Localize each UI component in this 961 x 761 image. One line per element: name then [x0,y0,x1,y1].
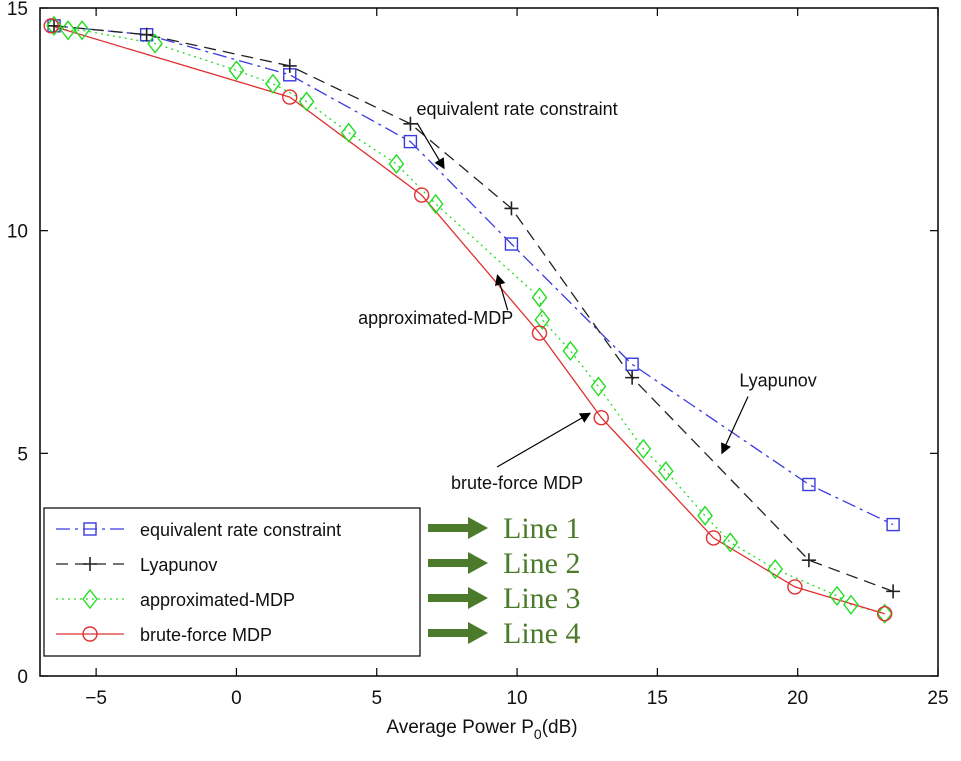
series-line-1 [53,25,894,526]
series-1-point [802,477,816,492]
series-4-point [282,89,298,105]
series-4-point [787,579,803,595]
side-arrow-3 [428,587,488,609]
series-3-point [590,376,607,397]
x-tick-label: 20 [787,688,808,709]
series-line-3 [53,25,885,615]
series-3-point [722,532,739,553]
annotations: equivalent rate constraint approximated-M… [358,99,817,493]
annotation-arrow [416,122,445,170]
x-axis-label: Average Power P0(dB) [386,717,577,742]
series-3-point [60,20,76,41]
series-3-point [388,153,405,175]
legend-label-1: equivalent rate constraint [140,520,341,540]
series-3-point [46,15,62,36]
series-3-point [228,60,245,81]
side-arrow-4 [428,622,488,644]
series-3-point [697,505,713,526]
x-tick-label: 5 [371,688,382,709]
series-2-point [139,27,154,42]
series-4-point [705,530,722,546]
series-3-point [298,91,315,112]
series-2-point [625,370,640,385]
legend-box [43,507,421,657]
series-markers [43,15,901,624]
series-1-point [403,134,418,149]
series-line-4 [51,25,885,615]
series-2-point [801,553,816,568]
series-3-point [767,558,784,580]
series-3-point [829,585,845,606]
series-3-point [74,20,90,41]
series-3-point [427,193,444,215]
annotation-label: brute-force MDP [451,473,583,493]
series-3-point [534,309,551,330]
x-axis-label-subscript: 0 [534,726,542,742]
series-4-point [43,18,59,34]
series-1-point [504,237,519,251]
legend-label-3: approximated-MDP [140,590,295,610]
side-label-2: Line 2 [503,547,580,580]
annotation-arrow [721,396,749,455]
series-4-point [413,187,430,203]
x-tick-label: 10 [506,688,527,709]
legend-marker-1 [83,522,97,536]
series-1-point [625,357,639,371]
series-3-point [265,73,281,94]
legend-marker-3 [82,588,98,610]
series-3-point [635,438,652,460]
y-tick-label: 0 [17,667,28,688]
x-tick-label: 25 [927,688,948,709]
annotation-label: equivalent rate constraint [417,99,618,119]
legend-label-2: Lyapunov [140,555,217,575]
x-tick-label: −5 [85,688,107,709]
side-arrow-2 [428,552,488,574]
legend-marker-4 [82,626,98,642]
series-2-point [886,584,901,599]
side-label-3: Line 3 [503,582,580,615]
y-tick-label: 15 [7,0,28,20]
x-tick-label: 15 [647,688,668,709]
series-3-point [531,287,548,308]
y-tick-label: 10 [7,222,28,243]
side-arrow-1 [428,517,488,539]
series-3-point [562,340,579,362]
series-lines [51,25,894,615]
legend-marker-2 [83,557,97,571]
x-axis-label-unit: (dB) [542,717,578,738]
y-tick-label: 5 [17,444,28,465]
series-3-point [657,461,674,482]
series-4-point [531,325,548,341]
series-line-2 [53,25,894,593]
series-4-point [593,410,609,426]
annotation-arrow [496,412,591,468]
series-1-point [886,517,900,532]
series-3-point [340,122,357,143]
legend-label-4: brute-force MDP [140,625,272,645]
series-3-point [876,603,893,624]
x-tick-label: 0 [231,688,242,709]
legend: equivalent rate constraint Lyapunov approx… [43,507,421,657]
series-2-point [504,201,519,216]
annotation-label: Lyapunov [739,371,816,391]
side-label-1: Line 1 [503,512,580,545]
axis-ticks: −5 0 5 10 15 20 25 0 5 10 15 [7,0,949,709]
series-2-point [403,116,418,131]
series-4-point [876,605,893,622]
series-3-point [843,594,859,615]
series-3-point [147,33,163,54]
annotation-label: approximated-MDP [358,308,513,328]
series-2-point [282,58,297,73]
side-label-4: Line 4 [503,617,580,650]
annotation-arrow [494,274,509,311]
